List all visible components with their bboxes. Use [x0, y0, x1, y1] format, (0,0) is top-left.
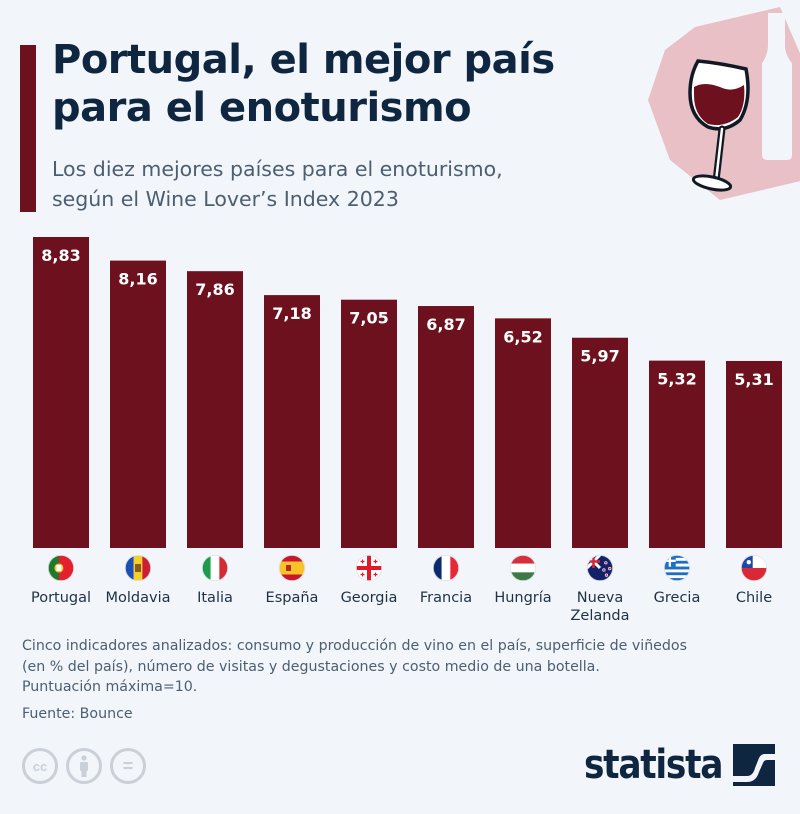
- note-line-3: Puntuación máxima=10.: [22, 679, 198, 695]
- category-label: Zelanda: [570, 608, 629, 624]
- bar-value-label: 6,52: [503, 327, 542, 346]
- category-label: Chile: [736, 590, 772, 606]
- attribution-person-icon[interactable]: [66, 748, 102, 784]
- chart-notes: Cinco indicadores analizados: consumo y …: [22, 636, 792, 724]
- category-label: Grecia: [654, 590, 701, 606]
- title-line-2: para el enoturismo: [52, 85, 472, 131]
- greece-flag-icon: [663, 554, 691, 582]
- category-label: Moldavia: [106, 590, 171, 606]
- title-accent-bar: [20, 45, 36, 212]
- glass-base: [691, 174, 733, 192]
- note-line-1: Cinco indicadores analizados: consumo y …: [22, 638, 687, 654]
- portugal-flag-icon: [47, 554, 75, 582]
- statista-mark-icon: [732, 744, 775, 786]
- subtitle-line-2: según el Wine Lover’s Index 2023: [52, 187, 399, 211]
- bar-italia: [187, 271, 243, 548]
- bar-value-label: 5,97: [580, 347, 619, 366]
- statista-wordmark: statista: [584, 742, 723, 788]
- chile-flag-icon: [740, 554, 768, 582]
- bar-value-label: 7,18: [272, 304, 311, 323]
- category-label: España: [266, 590, 319, 606]
- bar-nueva-zelanda: [572, 337, 628, 548]
- bar-portugal: [33, 237, 89, 548]
- bar-value-label: 5,31: [734, 370, 773, 389]
- hungary-flag-icon: [509, 554, 537, 582]
- no-derivatives-icon[interactable]: =: [110, 748, 146, 784]
- creative-commons-icon[interactable]: cc: [22, 748, 58, 784]
- category-label: Francia: [420, 590, 472, 606]
- bar-value-label: 5,32: [657, 370, 696, 389]
- source-text: Fuente: Bounce: [22, 705, 133, 722]
- bar-value-label: 6,87: [426, 315, 465, 334]
- moldova-flag-icon: [124, 554, 152, 582]
- chart-title: Portugal, el mejor país para el enoturis…: [52, 36, 652, 132]
- bottle-icon: [762, 13, 792, 160]
- note-line-2: (en % del país), número de visitas y deg…: [22, 658, 600, 675]
- bar-hungría: [495, 318, 551, 548]
- category-label: Hungría: [494, 590, 551, 606]
- bar-grecia: [649, 360, 705, 548]
- statista-logo[interactable]: statista: [584, 742, 775, 788]
- bar-españa: [264, 295, 320, 548]
- bar-value-label: 8,16: [118, 270, 157, 289]
- category-label: Portugal: [31, 590, 91, 606]
- bar-chart-svg: 8,83 Portugal 8,16 Moldavia 7,86 Italia 7,18 Es…: [31, 237, 782, 624]
- bar-value-label: 8,83: [41, 246, 80, 265]
- license-icons: cc =: [22, 748, 146, 784]
- france-flag-icon: [432, 554, 460, 582]
- title-line-1: Portugal, el mejor país: [52, 37, 555, 83]
- wine-fill: [694, 84, 745, 126]
- bar-value-label: 7,86: [195, 280, 234, 299]
- bar-chile: [726, 360, 782, 548]
- category-label: Nueva: [577, 590, 623, 606]
- bar-francia: [418, 306, 474, 548]
- spain-flag-icon: [278, 554, 306, 582]
- category-label: Italia: [197, 590, 233, 606]
- italy-flag-icon: [201, 554, 229, 582]
- bar-moldavia: [110, 260, 166, 548]
- georgia-flag-icon: [355, 554, 383, 582]
- chart-subtitle: Los diez mejores países para el enoturis…: [52, 154, 652, 214]
- category-label: Georgia: [341, 590, 398, 606]
- subtitle-line-1: Los diez mejores países para el enoturis…: [52, 157, 503, 181]
- wine-glass-and-bottle-icon: [640, 5, 800, 205]
- bar-value-label: 7,05: [349, 309, 388, 328]
- bar-chart: 8,83 Portugal 8,16 Moldavia 7,86 Italia 7,18 Es…: [0, 220, 800, 630]
- new-zealand-flag-icon: [586, 554, 614, 582]
- bar-georgia: [341, 299, 397, 548]
